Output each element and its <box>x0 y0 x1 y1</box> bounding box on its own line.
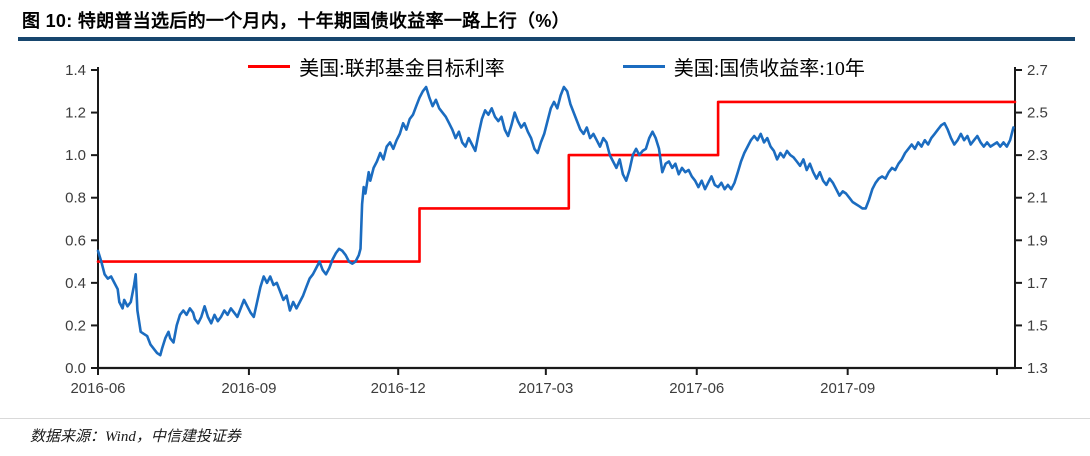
legend-label-fed-funds-rate: 美国:联邦基金目标利率 <box>299 58 505 80</box>
svg-text:2016-06: 2016-06 <box>70 380 125 397</box>
chart-canvas: 0.0 0.2 0.4 0.6 0.8 1.0 1.2 1.4 1.3 1.5 1.7 1.9 2.1 2… <box>65 62 1048 397</box>
svg-text:2017-03: 2017-03 <box>518 380 573 397</box>
svg-text:1.9: 1.9 <box>1027 232 1048 249</box>
svg-text:0.0: 0.0 <box>65 360 86 377</box>
legend-label-treasury-yield: 美国:国债收益率:10年 <box>673 58 865 80</box>
svg-text:2.7: 2.7 <box>1027 62 1048 79</box>
data-source-note: 数据来源：Wind，中信建投证券 <box>30 429 241 445</box>
svg-text:1.5: 1.5 <box>1027 317 1048 334</box>
blue-line-swatch-icon <box>622 65 665 68</box>
svg-text:2016-12: 2016-12 <box>371 380 426 397</box>
legend-item-treasury-yield: 美国:国债收益率:10年 <box>622 52 865 81</box>
svg-text:1.0: 1.0 <box>65 147 86 164</box>
svg-text:1.7: 1.7 <box>1027 275 1048 292</box>
figure-title: 图 10: 特朗普当选后的一个月内，十年期国债收益率一路上行（%） <box>22 11 570 31</box>
chart-legend: 美国:联邦基金目标利率 美国:国债收益率:10年 <box>98 52 1015 81</box>
svg-text:0.8: 0.8 <box>65 190 86 207</box>
svg-text:0.2: 0.2 <box>65 317 86 334</box>
svg-text:0.4: 0.4 <box>65 275 86 292</box>
svg-text:2.5: 2.5 <box>1027 105 1048 122</box>
svg-text:2016-09: 2016-09 <box>221 380 276 397</box>
svg-text:2017-06: 2017-06 <box>669 380 724 397</box>
title-rule-divider <box>18 37 1075 41</box>
svg-text:2017-09: 2017-09 <box>820 380 875 397</box>
svg-text:1.3: 1.3 <box>1027 360 1048 377</box>
svg-text:2.1: 2.1 <box>1027 190 1048 207</box>
svg-text:0.6: 0.6 <box>65 232 86 249</box>
legend-item-fed-funds-rate: 美国:联邦基金目标利率 <box>248 52 505 81</box>
red-line-swatch-icon <box>248 65 291 68</box>
svg-text:1.2: 1.2 <box>65 105 86 122</box>
svg-text:1.4: 1.4 <box>65 62 86 79</box>
footer-divider <box>0 418 1090 419</box>
svg-text:2.3: 2.3 <box>1027 147 1048 164</box>
